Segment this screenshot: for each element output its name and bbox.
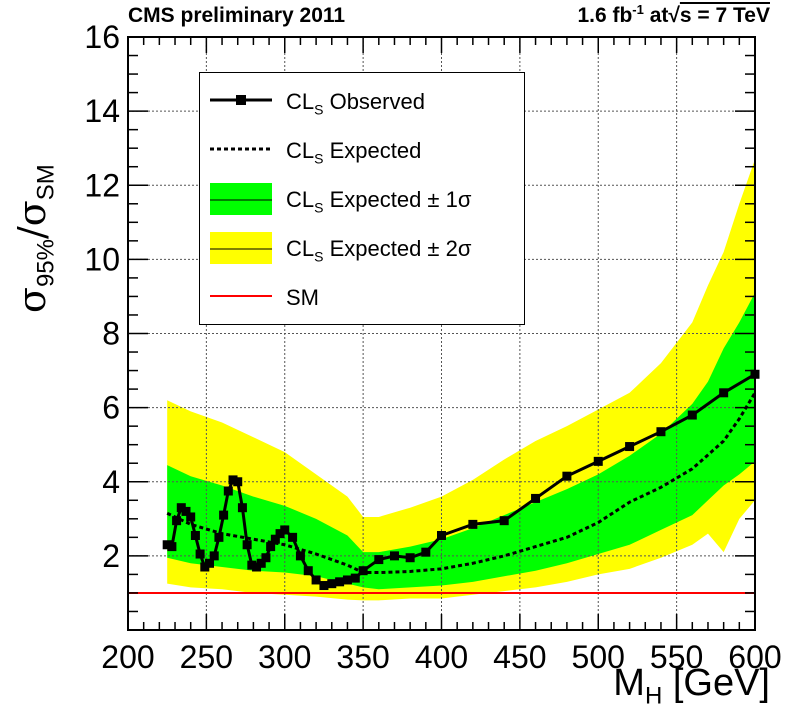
observed-point — [389, 551, 399, 561]
y-tick-label: 12 — [84, 167, 120, 203]
x-tick-label: 200 — [101, 639, 154, 675]
observed-point — [342, 575, 352, 585]
axis-ticks — [127, 36, 756, 631]
observed-point — [499, 516, 509, 526]
observed-point — [172, 516, 182, 526]
observed-point — [237, 503, 247, 513]
y-tick-label: 2 — [102, 538, 120, 574]
observed-point — [327, 579, 337, 589]
x-tick-label: 450 — [493, 639, 546, 675]
observed-point — [167, 542, 177, 552]
observed-point — [288, 532, 298, 542]
observed-point — [247, 560, 257, 570]
observed-point — [195, 549, 205, 559]
sm-line-icon — [210, 295, 272, 297]
observed-point — [252, 562, 262, 572]
observed-point — [593, 456, 603, 466]
observed-point — [719, 388, 729, 398]
y-tick-label: 6 — [102, 390, 120, 426]
observed-point — [233, 477, 243, 487]
observed-point — [275, 529, 285, 539]
observed-marker-icon — [210, 95, 272, 105]
plot-title: CMS preliminary 2011 — [128, 4, 346, 27]
observed-point — [303, 566, 313, 576]
observed-point — [190, 530, 200, 540]
legend-item-sm: SM — [200, 281, 524, 311]
observed-layer — [162, 369, 760, 591]
y-tick-label: 14 — [84, 93, 120, 129]
legend: CLS Observed CLS Expected CLS Expected ±… — [199, 72, 525, 325]
legend-item-observed: CLS Observed — [200, 85, 524, 117]
observed-point — [311, 575, 321, 585]
y-tick-label: 8 — [102, 316, 120, 352]
expected-dashed-icon — [210, 147, 272, 151]
observed-point — [625, 442, 635, 452]
x-tick-label: 600 — [728, 639, 781, 675]
observed-point — [421, 547, 431, 557]
legend-item-one-sigma: CLS Expected ± 1σ — [200, 183, 524, 215]
green-band-icon — [210, 183, 272, 215]
expected-line — [166, 392, 757, 575]
x-axis-label: MH [GeV] — [613, 662, 770, 710]
observed-point — [405, 553, 415, 563]
observed-point — [205, 558, 215, 568]
tick-labels: 200 250 300 350 400 450 500 550 600 2 4 6 8 10 12 14 16 — [84, 19, 781, 675]
observed-point — [562, 471, 572, 481]
observed-point — [531, 493, 541, 503]
observed-point — [468, 519, 478, 529]
observed-point — [186, 512, 196, 522]
observed-point — [162, 540, 172, 550]
observed-point — [656, 427, 666, 437]
observed-point — [242, 540, 252, 550]
y-tick-label: 16 — [84, 19, 120, 55]
observed-point — [270, 534, 280, 544]
observed-point — [295, 551, 305, 561]
observed-point — [319, 581, 329, 591]
observed-point — [256, 558, 266, 568]
x-tick-label: 550 — [650, 639, 703, 675]
x-tick-label: 350 — [336, 639, 389, 675]
observed-point — [266, 542, 276, 552]
observed-point — [261, 553, 271, 563]
one-sigma-band — [167, 292, 755, 590]
legend-item-two-sigma: CLS Expected ± 2σ — [200, 232, 524, 264]
observed-point — [176, 503, 186, 513]
observed-point — [335, 577, 345, 587]
legend-item-expected: CLS Expected — [200, 134, 524, 166]
observed-point — [209, 551, 219, 561]
observed-point — [437, 530, 446, 540]
x-tick-label: 500 — [572, 639, 625, 675]
observed-point — [228, 475, 238, 485]
x-tick-label: 300 — [258, 639, 311, 675]
observed-point — [280, 525, 290, 535]
observed-point — [181, 506, 191, 516]
observed-point — [687, 410, 697, 420]
observed-point — [200, 562, 210, 572]
y-tick-label: 4 — [102, 464, 120, 500]
x-tick-label: 400 — [415, 639, 468, 675]
luminosity-label: 1.6 fb-1 at√s = 7 TeV — [577, 2, 770, 27]
observed-point — [223, 486, 233, 496]
yellow-band-icon — [210, 232, 272, 264]
observed-point — [219, 510, 229, 520]
observed-point — [374, 555, 384, 565]
x-tick-label: 250 — [180, 639, 233, 675]
expected-bands — [167, 159, 755, 601]
expected-layer — [166, 392, 757, 575]
observed-point — [358, 566, 368, 576]
observed-point — [350, 573, 360, 583]
y-tick-label: 10 — [84, 241, 120, 277]
observed-point — [214, 532, 224, 542]
